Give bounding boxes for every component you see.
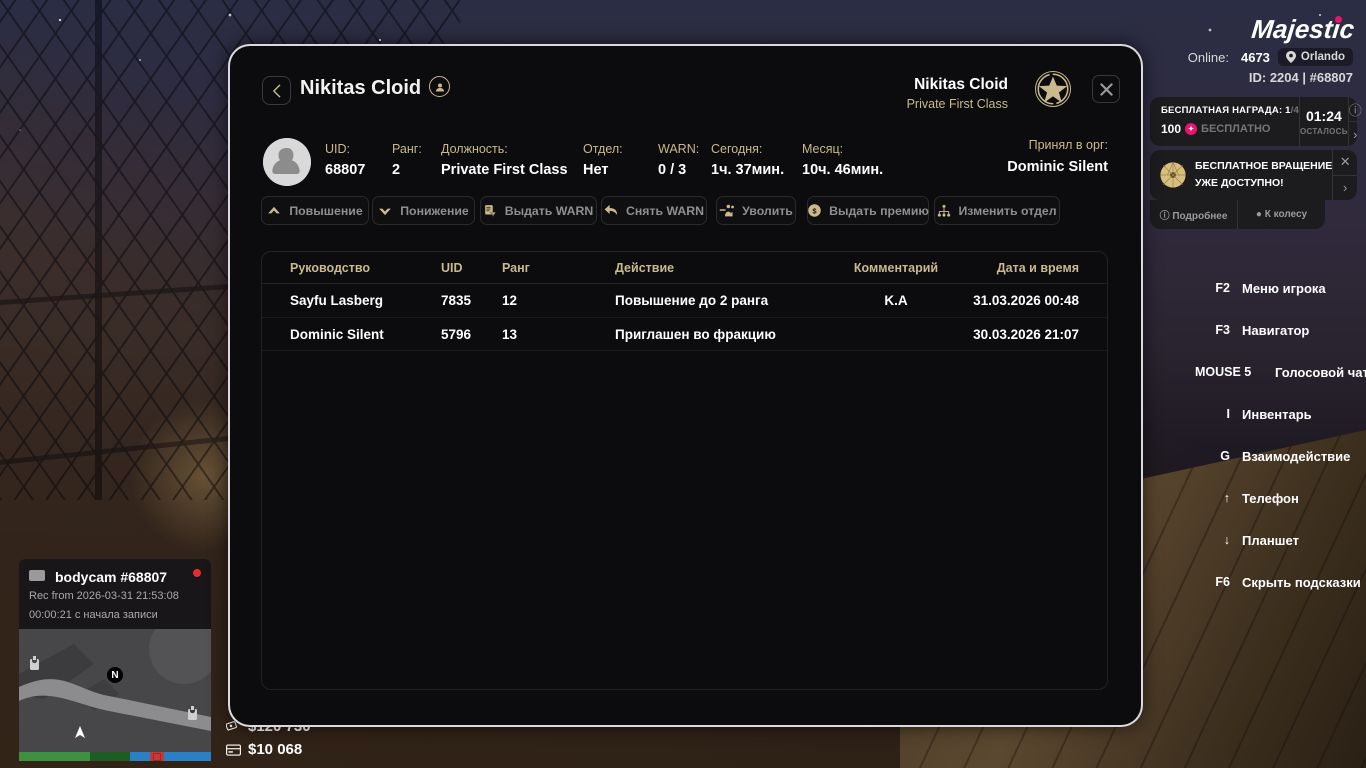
svg-text:N: N [111, 670, 118, 681]
